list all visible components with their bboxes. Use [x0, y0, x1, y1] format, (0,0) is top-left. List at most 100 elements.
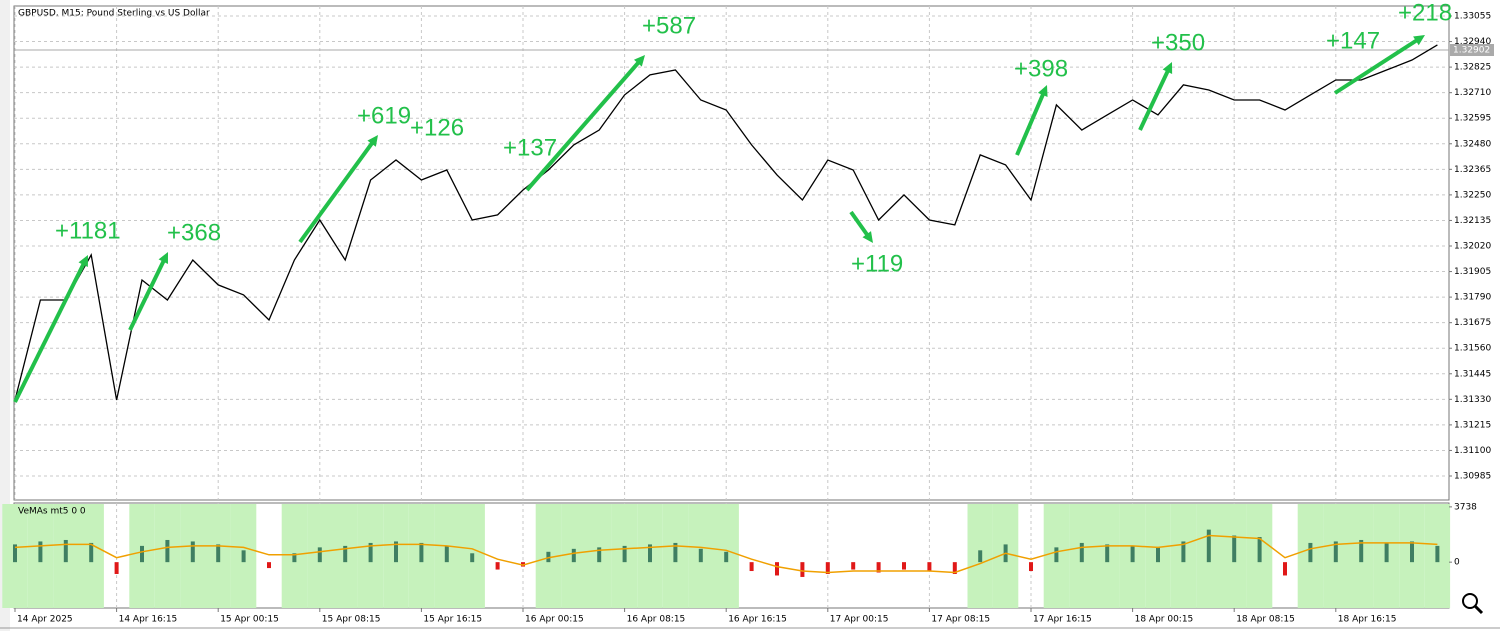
histogram-bar — [876, 562, 881, 573]
x-tick-label: 16 Apr 00:15 — [525, 615, 584, 625]
histogram-bar — [927, 562, 932, 572]
histogram-bar — [851, 562, 856, 570]
annotation-arrowhead — [1162, 62, 1173, 74]
x-tick-label: 15 Apr 16:15 — [423, 615, 482, 625]
histogram-bar — [216, 544, 221, 563]
histogram-bar — [1156, 547, 1160, 563]
annotation-label: +1181 — [55, 217, 121, 244]
y-tick-label: 1.32135 — [1454, 216, 1491, 226]
histogram-bar — [1232, 535, 1237, 563]
histogram-bar — [622, 545, 627, 563]
y-tick-label: 1.31790 — [1454, 293, 1491, 303]
annotation-label: +137 — [503, 134, 557, 161]
histogram-bar — [114, 562, 119, 574]
indicator-title: VeMAs mt5 0 0 — [18, 507, 86, 517]
annotation-arrow — [1138, 66, 1172, 131]
zoom-icon[interactable] — [1462, 593, 1484, 615]
annotation-label: +126 — [410, 114, 464, 141]
y-tick-label: 3738 — [1454, 502, 1477, 512]
annotation-arrow — [128, 256, 168, 331]
y-tick-label: 1.32825 — [1454, 63, 1491, 73]
histogram-bar — [13, 544, 17, 563]
y-tick-label: 1.32480 — [1454, 139, 1491, 149]
annotation-arrowhead — [633, 55, 645, 67]
histogram-bar — [140, 545, 144, 563]
histogram-bar — [825, 562, 830, 574]
y-tick-label: 1.31445 — [1454, 369, 1491, 379]
histogram-bar — [952, 562, 957, 574]
annotation-arrowhead — [862, 231, 873, 243]
histogram-bar — [63, 539, 68, 563]
histogram-bar — [1181, 541, 1186, 563]
y-tick-label: 1.31330 — [1454, 395, 1491, 405]
y-tick-label: 1.30985 — [1454, 472, 1491, 482]
histogram-bar — [1410, 541, 1414, 563]
x-tick-label: 18 Apr 16:15 — [1338, 615, 1397, 625]
y-tick-label: 1.31215 — [1454, 420, 1491, 430]
histogram-bar — [1435, 545, 1440, 563]
annotation-label: +587 — [642, 12, 696, 39]
histogram-bar — [165, 539, 170, 563]
side-strip — [0, 0, 10, 631]
histogram-bar — [749, 562, 754, 572]
histogram-bar — [1105, 544, 1110, 563]
x-tick-label: 17 Apr 00:15 — [830, 615, 889, 625]
annotation-arrow — [849, 210, 872, 240]
histogram-bar — [267, 562, 271, 569]
y-tick-label: 1.32365 — [1454, 165, 1491, 175]
histogram-bar — [317, 547, 322, 563]
y-tick-label: 1.33055 — [1454, 12, 1491, 22]
histogram-bar — [1054, 547, 1059, 563]
annotation-arrowhead — [78, 255, 88, 267]
annotation-label: +398 — [1014, 55, 1068, 82]
histogram-bar — [902, 562, 906, 570]
histogram-bar — [673, 542, 678, 563]
histogram-bar — [444, 545, 449, 563]
annotation-arrow — [13, 259, 88, 403]
histogram-bar — [1308, 542, 1313, 563]
annotation-label: +119 — [851, 250, 903, 277]
y-tick-label: 1.32940 — [1454, 37, 1491, 47]
histogram-bar — [1079, 542, 1084, 563]
y-tick-label: 1.32020 — [1454, 242, 1491, 252]
y-tick-label: 0 — [1454, 558, 1460, 568]
price-frame — [13, 5, 1450, 501]
annotation-label: +350 — [1151, 29, 1205, 56]
annotation-arrow — [1015, 89, 1047, 156]
y-tick-label: 1.32710 — [1454, 88, 1491, 98]
histogram-bar — [800, 562, 805, 577]
histogram-bar — [495, 562, 500, 570]
x-tick-label: 14 Apr 16:15 — [119, 615, 178, 625]
histogram-bar — [343, 545, 348, 563]
histogram-bar — [470, 553, 475, 563]
current-price-label: 1.32902 — [1453, 46, 1490, 56]
histogram-bar — [241, 550, 246, 563]
histogram-bar — [648, 544, 652, 563]
annotation-arrow — [298, 138, 377, 244]
histogram-bar — [368, 542, 373, 563]
x-tick-label: 18 Apr 00:15 — [1135, 615, 1194, 625]
x-tick-label: 15 Apr 00:15 — [220, 615, 279, 625]
annotation-label: +619 — [357, 102, 411, 129]
annotation-label: +368 — [167, 219, 221, 246]
histogram-bar — [597, 547, 602, 563]
histogram-bar — [1283, 562, 1287, 576]
annotation-arrowhead — [158, 252, 168, 264]
y-tick-label: 1.31675 — [1454, 318, 1491, 328]
histogram-bar — [978, 550, 983, 563]
current-price-box — [1450, 44, 1494, 56]
histogram-bar — [698, 548, 703, 563]
y-tick-label: 1.32595 — [1454, 114, 1491, 124]
x-tick-label: 18 Apr 08:15 — [1236, 615, 1295, 625]
signal-line — [14, 534, 1438, 574]
x-tick-label: 16 Apr 16:15 — [728, 615, 787, 625]
annotation-arrowhead — [367, 135, 378, 147]
price-line — [14, 44, 1438, 401]
annotation-arrow — [1333, 36, 1422, 95]
histogram-bar — [724, 551, 729, 563]
histogram-bar — [190, 541, 195, 563]
histogram-bar — [1130, 545, 1135, 563]
annotation-label: +147 — [1326, 27, 1380, 54]
histogram-bar — [571, 548, 576, 563]
